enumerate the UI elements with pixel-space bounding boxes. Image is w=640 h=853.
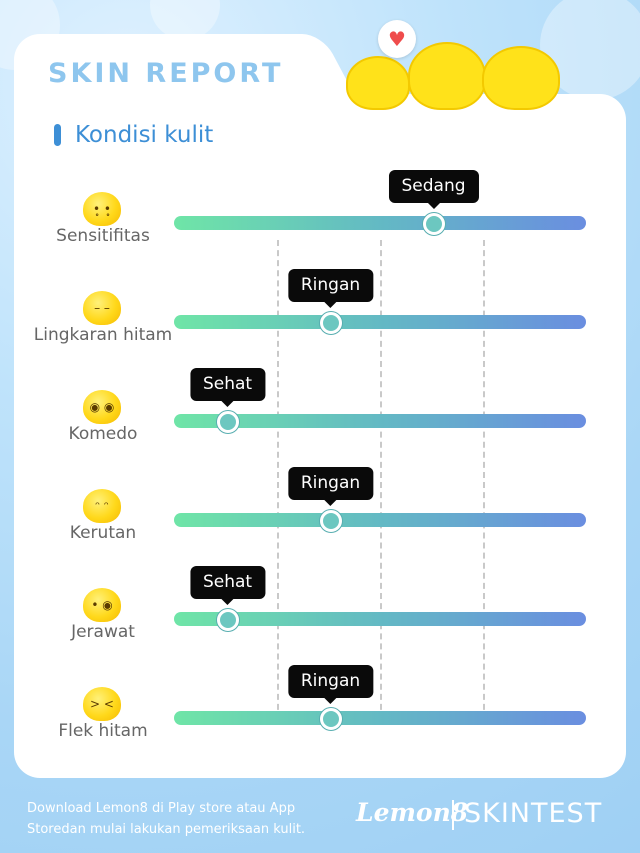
lemon-mascots-illustration	[336, 20, 576, 110]
footer-divider	[452, 800, 454, 830]
frowning-face-icon: ᵔ ᵔ	[83, 489, 121, 523]
condition-label: Lingkaran hitam	[33, 325, 173, 345]
anguished-face-icon: > <	[83, 687, 121, 721]
condition-level-tooltip: Sedang	[388, 170, 479, 209]
lemon-mascot-icon	[482, 46, 560, 110]
footer-download-text: Download Lemon8 di Play store atau App S…	[27, 801, 306, 837]
section-title-text: Kondisi kulit	[75, 122, 214, 148]
condition-level-tooltip: Ringan	[287, 269, 374, 308]
report-title: SKIN REPORT	[48, 58, 284, 89]
grid-line	[483, 240, 485, 720]
condition-row: – – Lingkaran hitam Ringan	[0, 269, 640, 390]
condition-level-track	[174, 612, 586, 626]
lemon-mascot-icon	[346, 56, 410, 110]
lemon-mascot-icon	[408, 42, 486, 110]
worried-face-icon: •̥ •̥	[83, 192, 121, 226]
condition-level-track	[174, 216, 586, 230]
condition-level-knob	[319, 708, 342, 730]
condition-label: Jerawat	[71, 622, 135, 642]
condition-row: •̥ •̥ Sensitifitas Sedang	[0, 170, 640, 291]
skintest-logo: SKINTEST	[464, 798, 603, 829]
condition-level-track	[174, 711, 586, 725]
condition-level-knob	[319, 312, 342, 334]
condition-label: Sensitifitas	[56, 226, 150, 246]
tired-face-icon: – –	[83, 291, 121, 325]
condition-level-track	[174, 414, 586, 428]
condition-level-knob	[216, 411, 239, 433]
condition-level-track	[174, 513, 586, 527]
condition-level-track	[174, 315, 586, 329]
grid-line	[277, 240, 279, 720]
shocked-face-icon: ◉ ◉	[83, 390, 121, 424]
surprised-face-icon: • ◉	[83, 588, 121, 622]
lemon8-logo: Lemon8	[356, 798, 469, 827]
condition-level-knob	[422, 213, 445, 235]
section-title: Kondisi kulit	[54, 122, 213, 148]
grid-line	[380, 240, 382, 720]
condition-label: Komedo	[68, 424, 138, 444]
heart-icon: ♥	[378, 20, 416, 58]
condition-row: ◉ ◉ Komedo Sehat	[0, 368, 640, 489]
section-marker	[54, 124, 61, 146]
condition-label: Flek hitam	[58, 721, 148, 741]
condition-level-knob	[216, 609, 239, 631]
condition-row: > < Flek hitam Ringan	[0, 665, 640, 786]
condition-level-tooltip: Ringan	[287, 665, 374, 704]
condition-level-knob	[319, 510, 342, 532]
condition-row: • ◉ Jerawat Sehat	[0, 566, 640, 687]
condition-level-tooltip: Sehat	[189, 368, 266, 407]
condition-label: Kerutan	[69, 523, 137, 543]
condition-level-tooltip: Ringan	[287, 467, 374, 506]
condition-level-tooltip: Sehat	[189, 566, 266, 605]
condition-row: ᵔ ᵔ Kerutan Ringan	[0, 467, 640, 588]
